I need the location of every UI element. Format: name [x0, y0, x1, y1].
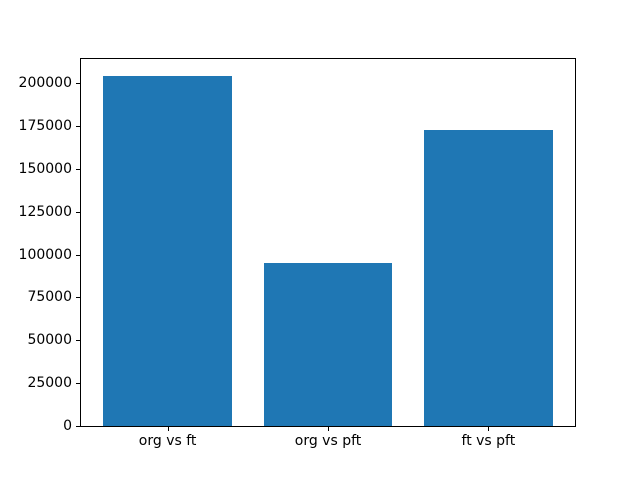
y-tick-label: 100000 [18, 246, 72, 263]
y-tick-label: 125000 [18, 203, 72, 220]
x-tick-mark [167, 427, 169, 431]
y-tick-label: 25000 [27, 375, 72, 392]
x-tick-label: ft vs pft [461, 433, 516, 449]
y-tick-mark [76, 83, 80, 85]
bar-ft-vs-pft [424, 129, 553, 426]
y-tick-mark [76, 211, 80, 213]
y-tick-label: 150000 [18, 160, 72, 177]
bar-org-vs-pft [263, 263, 393, 426]
x-tick-mark [328, 427, 329, 431]
y-tick-mark [76, 383, 80, 385]
y-tick-mark [76, 168, 80, 170]
y-tick-label: 75000 [27, 289, 72, 306]
x-tick-label: org vs ft [138, 433, 197, 449]
x-tick-label: org vs pft [294, 433, 362, 449]
y-tick-label: 50000 [27, 332, 72, 349]
y-tick-label: 0 [63, 418, 72, 434]
y-tick-mark [76, 126, 80, 128]
y-tick-label: 175000 [18, 118, 72, 135]
y-tick-mark [76, 254, 80, 256]
y-tick-label: 200000 [18, 75, 72, 92]
y-tick-mark [76, 340, 80, 342]
bar-org-vs-ft [103, 76, 232, 426]
y-tick-mark [76, 297, 80, 299]
x-tick-mark [488, 427, 490, 431]
y-tick-mark [76, 426, 80, 427]
plot-area [80, 58, 576, 427]
